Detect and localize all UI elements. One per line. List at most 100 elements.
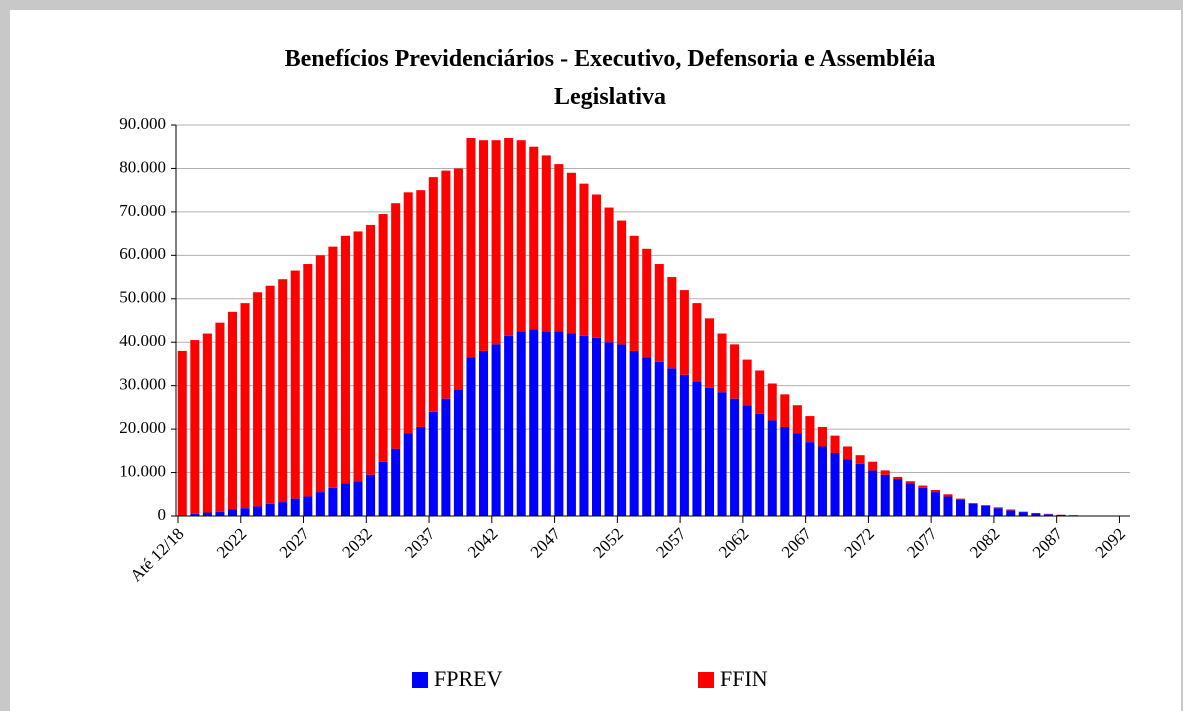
- bar: [654, 264, 664, 362]
- bar: [805, 442, 815, 516]
- legend-label: FFIN: [720, 666, 768, 691]
- bar: [554, 331, 564, 516]
- bar: [391, 448, 401, 516]
- bar: [453, 390, 463, 516]
- bar: [943, 496, 953, 516]
- y-tick-label: 60.000: [119, 244, 166, 263]
- bar: [491, 140, 501, 345]
- bar: [918, 487, 928, 516]
- bar: [529, 146, 539, 330]
- bar: [202, 333, 212, 513]
- bar: [604, 342, 614, 516]
- bar: [930, 492, 940, 516]
- bar: [177, 350, 187, 516]
- bar: [190, 340, 200, 514]
- bar: [704, 318, 715, 388]
- bar: [1043, 514, 1053, 516]
- bar: [868, 461, 878, 471]
- bar: [215, 511, 225, 516]
- bar: [504, 138, 514, 336]
- bar: [328, 246, 338, 488]
- bar: [943, 494, 953, 497]
- bar: [956, 498, 966, 500]
- bar: [541, 331, 551, 516]
- bar: [466, 357, 476, 516]
- bar: [278, 502, 288, 516]
- legend-label: FPREV: [434, 666, 503, 691]
- bar: [843, 459, 853, 516]
- bar: [679, 290, 689, 375]
- bar: [968, 502, 978, 504]
- bar: [491, 344, 501, 516]
- bar: [416, 426, 426, 516]
- bar: [566, 172, 576, 334]
- bar: [730, 398, 740, 516]
- bar: [843, 446, 853, 460]
- bar: [767, 383, 777, 421]
- bar: [366, 474, 376, 516]
- bar: [240, 508, 250, 516]
- bar: [215, 322, 225, 512]
- y-tick-label: 50.000: [119, 288, 166, 307]
- bar: [240, 303, 250, 509]
- bar: [190, 513, 200, 516]
- bar: [817, 426, 827, 447]
- bar: [591, 337, 602, 516]
- bar: [428, 177, 438, 412]
- bar: [416, 190, 426, 427]
- bar: [303, 264, 313, 497]
- bar: [805, 416, 815, 443]
- bar: [403, 192, 413, 434]
- bar: [353, 231, 363, 482]
- bar: [642, 248, 652, 358]
- bar: [717, 333, 727, 393]
- bar: [428, 411, 438, 516]
- bar: [278, 279, 288, 503]
- bar: [629, 350, 639, 516]
- bar: [880, 470, 890, 475]
- bar: [968, 503, 978, 516]
- bar: [956, 499, 966, 516]
- legend-swatch: [412, 672, 428, 688]
- bar: [667, 277, 677, 369]
- bar: [905, 483, 915, 516]
- bar: [227, 311, 238, 510]
- bar: [868, 470, 878, 516]
- bar: [453, 168, 463, 391]
- bar: [466, 138, 476, 358]
- bar: [692, 381, 702, 516]
- legend-swatch: [698, 672, 714, 688]
- bar: [591, 194, 602, 338]
- bar: [704, 387, 715, 516]
- bar: [993, 508, 1003, 516]
- bar: [993, 507, 1003, 509]
- bar: [855, 463, 865, 516]
- bar: [328, 487, 338, 516]
- bar: [717, 392, 727, 516]
- bar: [1056, 514, 1066, 516]
- bar: [780, 426, 790, 516]
- bar: [441, 170, 451, 399]
- bar: [930, 489, 940, 493]
- bar: [692, 303, 702, 382]
- bar: [1031, 513, 1041, 516]
- chart-title: Benefícios Previdenciários - Executivo, …: [285, 46, 936, 72]
- y-tick-label: 0: [158, 505, 167, 524]
- y-tick-label: 40.000: [119, 331, 166, 350]
- bar: [679, 374, 689, 516]
- y-tick-label: 10.000: [119, 461, 166, 480]
- bar: [1018, 512, 1028, 516]
- bar: [479, 350, 489, 516]
- bar: [579, 183, 589, 336]
- bar: [880, 474, 890, 516]
- bar: [265, 503, 275, 516]
- bar: [566, 333, 576, 516]
- bar: [366, 224, 376, 475]
- bar: [792, 405, 802, 434]
- bar: [353, 481, 363, 516]
- bar: [780, 394, 790, 427]
- bar: [918, 485, 928, 488]
- chart-title: Legislativa: [554, 84, 666, 110]
- bar: [253, 292, 263, 507]
